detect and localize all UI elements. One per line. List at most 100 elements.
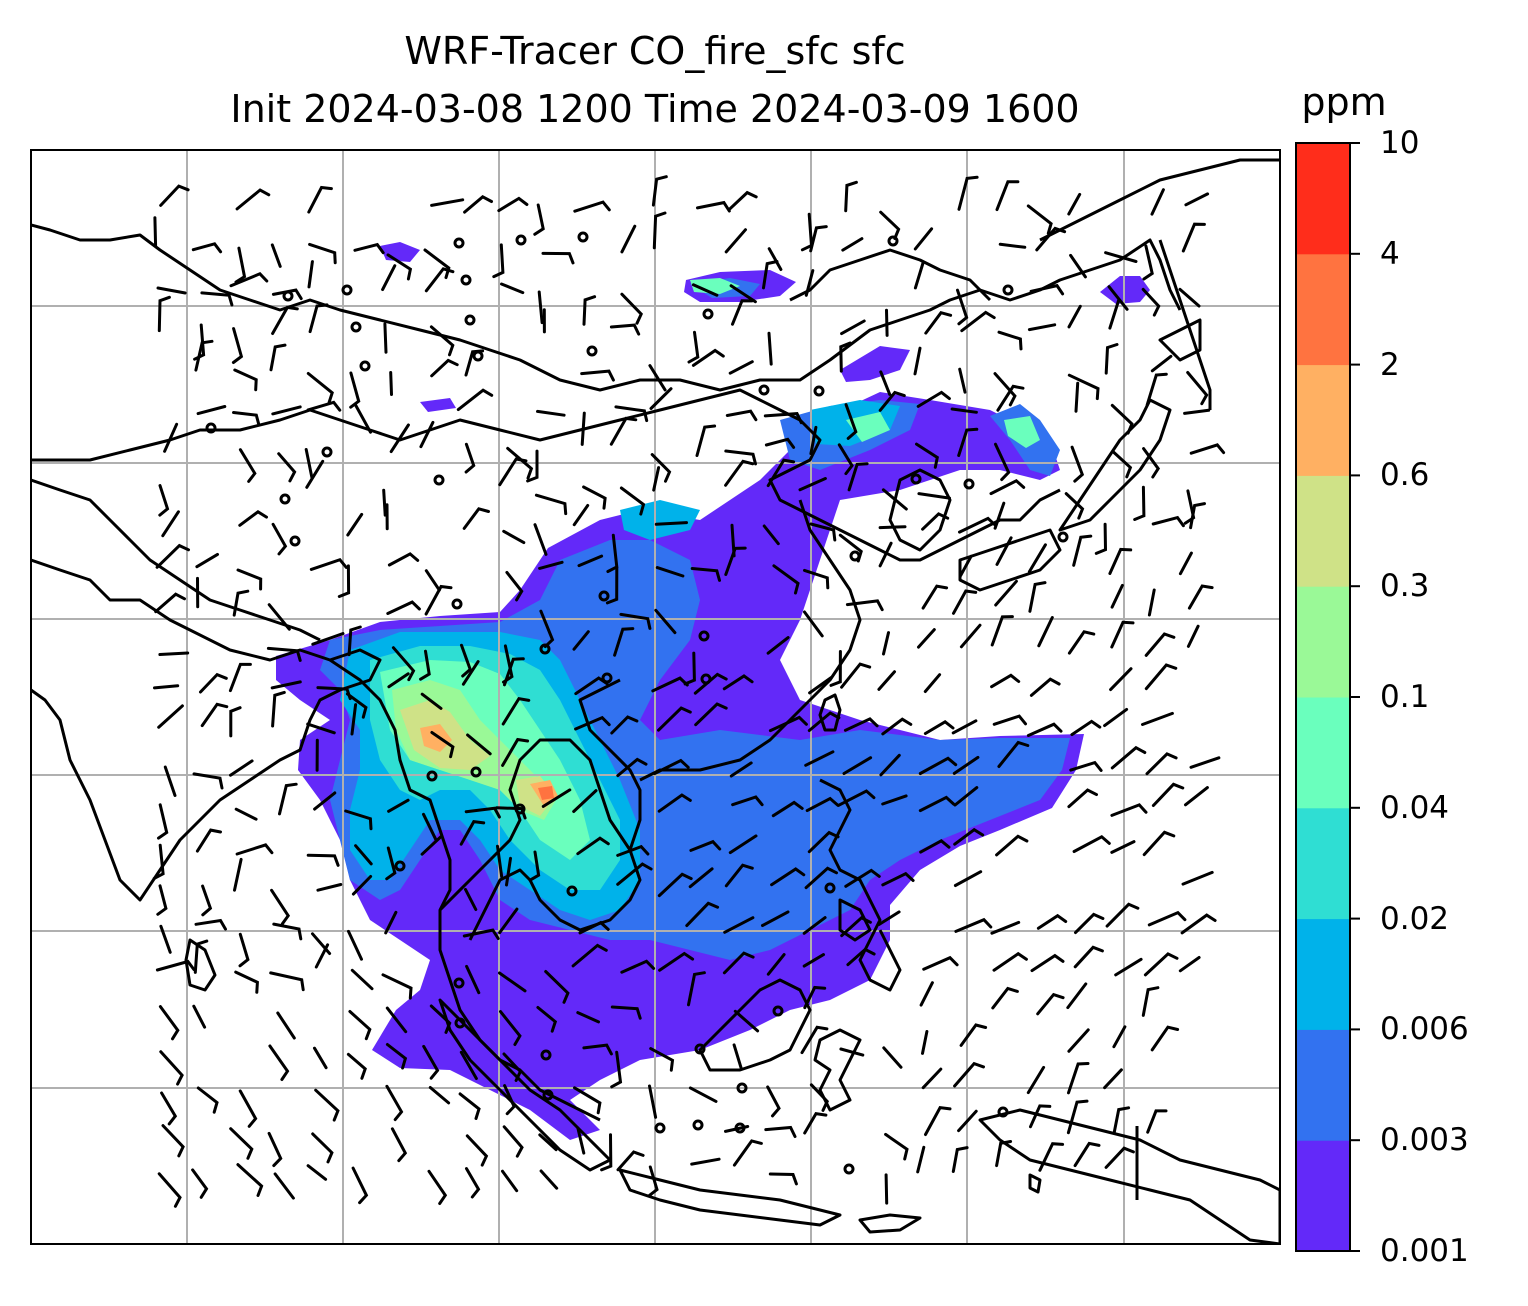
wind-barb (387, 672, 410, 689)
wind-barb (647, 1165, 659, 1198)
wind-barb (424, 584, 453, 616)
wind-barb (916, 390, 951, 408)
wind-barb (1029, 1104, 1052, 1129)
calm-wind-marker (282, 290, 294, 302)
wind-barb (430, 198, 465, 207)
wind-barb (276, 1011, 296, 1040)
wind-barb (1110, 620, 1135, 649)
wind-barb (463, 194, 493, 214)
wind-barb (766, 953, 786, 976)
calm-wind-marker (394, 860, 406, 872)
calm-wind-marker (758, 384, 770, 396)
wind-barb (458, 1092, 481, 1120)
wind-barb (614, 405, 649, 423)
wind-barb (990, 615, 1014, 647)
wind-barb (650, 453, 672, 483)
wind-barb (573, 1086, 602, 1115)
wind-barb (1035, 226, 1067, 252)
wind-barb (1178, 956, 1201, 973)
wind-barb (1103, 1068, 1123, 1090)
wind-barb (878, 541, 893, 568)
wind-barb (462, 928, 500, 940)
wind-barb (766, 1085, 781, 1118)
wind-barb (271, 288, 303, 301)
calm-wind-marker (577, 231, 589, 243)
wind-barb (503, 1084, 516, 1116)
wind-barb (161, 510, 180, 538)
wind-barb (538, 1133, 558, 1152)
wind-barb (337, 564, 351, 598)
wind-barb (992, 951, 1028, 972)
wind-barb (917, 628, 936, 649)
wind-barb (808, 676, 833, 695)
wind-barb (199, 672, 228, 694)
wind-barb (690, 567, 721, 582)
wind-barb (229, 272, 269, 288)
wind-barb (313, 791, 337, 811)
wind-barb (541, 251, 575, 265)
calm-wind-marker (289, 535, 301, 547)
colorbar-swatch (1296, 918, 1350, 1030)
wind-barb (306, 722, 336, 735)
wind-barb (807, 830, 840, 854)
wind-barb (1141, 711, 1174, 726)
wind-barb (685, 901, 720, 928)
colorbar-swatch (1296, 697, 1350, 809)
wind-barb (160, 1091, 178, 1126)
wind-barb (536, 1006, 558, 1033)
wind-barb (610, 1005, 642, 1020)
wind-barb (959, 1023, 988, 1047)
wind-barb (1184, 786, 1209, 807)
wind-barb (422, 1044, 440, 1080)
wind-barb (951, 1146, 969, 1173)
wind-barb (843, 717, 879, 732)
wind-barb (616, 1150, 645, 1172)
wind-barb (533, 523, 548, 556)
colorbar-tick-label: 0.003 (1380, 1122, 1469, 1159)
wind-barb (238, 932, 250, 968)
wind-barb (654, 521, 688, 526)
wind-barb (763, 412, 803, 425)
wind-barb (729, 761, 753, 778)
wind-barb (269, 343, 287, 372)
wind-barb (159, 184, 190, 207)
wind-barb (881, 794, 908, 806)
wind-barb (153, 216, 158, 248)
wind-barb (802, 953, 825, 968)
wind-barb (809, 522, 837, 542)
wind-barb (311, 932, 332, 955)
wind-barb (762, 260, 779, 290)
wind-barb (991, 986, 1019, 1010)
wind-barb (654, 608, 677, 635)
calm-wind-marker (736, 1082, 748, 1094)
wind-barb (951, 719, 978, 735)
wind-barb (993, 372, 1017, 407)
wind-barb (1067, 788, 1098, 809)
wind-barb (1144, 663, 1178, 691)
wind-barb (385, 846, 397, 881)
wind-barb (616, 844, 650, 857)
wind-barb (958, 516, 997, 534)
wind-barb (191, 1168, 209, 1199)
wind-barb (464, 888, 478, 911)
wind-barb (1144, 632, 1176, 657)
wind-barb (762, 524, 780, 546)
calm-wind-marker (453, 237, 465, 249)
wind-barb (536, 409, 566, 417)
wind-barb (683, 651, 696, 686)
wind-barb (229, 706, 242, 738)
wind-barb (277, 452, 297, 483)
wind-barb (1073, 1141, 1101, 1168)
wind-barb (238, 509, 268, 527)
wind-barb (767, 331, 773, 366)
colorbar-unit-label: ppm (1301, 80, 1387, 124)
colorbar-swatch (1296, 586, 1350, 698)
wind-barb (997, 740, 1030, 768)
colorbar-tick-label: 10 (1380, 125, 1420, 161)
wind-barb (609, 323, 641, 336)
wind-barb (497, 196, 529, 213)
wind-barb (842, 756, 873, 775)
wind-barb (1070, 445, 1085, 483)
calm-wind-marker (824, 882, 836, 894)
wind-barb (193, 939, 209, 974)
